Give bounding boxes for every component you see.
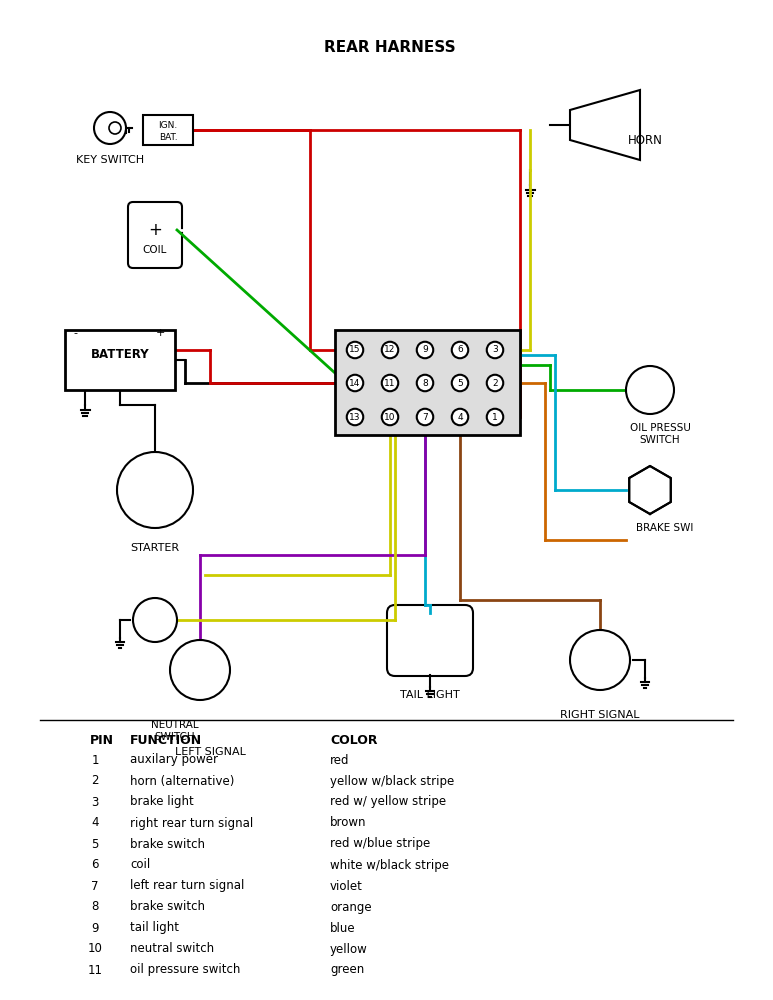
Text: red w/ yellow stripe: red w/ yellow stripe bbox=[330, 796, 446, 808]
Text: left rear turn signal: left rear turn signal bbox=[130, 880, 244, 892]
Text: auxilary power: auxilary power bbox=[130, 754, 218, 766]
Text: horn (alternative): horn (alternative) bbox=[130, 774, 234, 788]
Circle shape bbox=[109, 122, 121, 134]
Text: IGN.: IGN. bbox=[158, 120, 178, 129]
Text: COIL: COIL bbox=[143, 245, 167, 255]
Text: KEY SWITCH: KEY SWITCH bbox=[76, 155, 144, 165]
Text: red w/blue stripe: red w/blue stripe bbox=[330, 838, 431, 850]
Text: violet: violet bbox=[330, 880, 363, 892]
Text: red: red bbox=[330, 754, 349, 766]
Text: 8: 8 bbox=[422, 378, 428, 387]
Text: 6: 6 bbox=[457, 346, 463, 355]
Circle shape bbox=[382, 409, 398, 425]
Circle shape bbox=[417, 409, 433, 425]
Circle shape bbox=[347, 342, 363, 358]
Circle shape bbox=[570, 630, 630, 690]
Circle shape bbox=[347, 409, 363, 425]
Text: 13: 13 bbox=[349, 412, 361, 422]
Circle shape bbox=[451, 375, 468, 391]
Circle shape bbox=[133, 598, 177, 642]
Circle shape bbox=[347, 375, 363, 391]
Text: 8: 8 bbox=[91, 900, 99, 914]
Text: COLOR: COLOR bbox=[330, 734, 377, 746]
Text: 5: 5 bbox=[457, 378, 463, 387]
Circle shape bbox=[382, 375, 398, 391]
Circle shape bbox=[417, 342, 433, 358]
Polygon shape bbox=[570, 90, 640, 160]
Text: LEFT SIGNAL: LEFT SIGNAL bbox=[175, 747, 246, 757]
Circle shape bbox=[487, 409, 503, 425]
Circle shape bbox=[382, 342, 398, 358]
Text: blue: blue bbox=[330, 922, 356, 934]
Text: 7: 7 bbox=[422, 412, 428, 422]
Text: coil: coil bbox=[130, 858, 150, 871]
Text: 2: 2 bbox=[91, 774, 99, 788]
Text: tail light: tail light bbox=[130, 922, 179, 934]
Text: yellow: yellow bbox=[330, 942, 368, 956]
Circle shape bbox=[451, 342, 468, 358]
Bar bbox=[65, 330, 175, 390]
Text: SWITCH: SWITCH bbox=[155, 732, 196, 742]
Text: 1: 1 bbox=[492, 412, 498, 422]
Text: BRAKE SWI: BRAKE SWI bbox=[636, 523, 693, 533]
Text: 10: 10 bbox=[384, 412, 396, 422]
Text: REAR HARNESS: REAR HARNESS bbox=[324, 40, 456, 55]
Bar bbox=[143, 115, 193, 145]
Text: HORN: HORN bbox=[628, 133, 662, 146]
Bar bbox=[335, 330, 520, 435]
Text: 6: 6 bbox=[91, 858, 99, 871]
Text: brown: brown bbox=[330, 816, 366, 830]
Text: PIN: PIN bbox=[90, 734, 114, 746]
Text: oil pressure switch: oil pressure switch bbox=[130, 964, 240, 976]
Text: STARTER: STARTER bbox=[131, 543, 179, 553]
FancyBboxPatch shape bbox=[387, 605, 473, 676]
Text: TAIL LIGHT: TAIL LIGHT bbox=[400, 690, 460, 700]
Text: 4: 4 bbox=[91, 816, 99, 830]
Text: 1: 1 bbox=[91, 754, 99, 766]
Text: 11: 11 bbox=[87, 964, 103, 976]
Text: 15: 15 bbox=[349, 346, 361, 355]
Text: BAT.: BAT. bbox=[158, 132, 177, 141]
Text: brake switch: brake switch bbox=[130, 900, 205, 914]
Text: SWITCH: SWITCH bbox=[640, 435, 680, 445]
Text: 9: 9 bbox=[91, 922, 99, 934]
Text: 9: 9 bbox=[422, 346, 428, 355]
Text: brake light: brake light bbox=[130, 796, 194, 808]
Text: 7: 7 bbox=[91, 880, 99, 892]
Circle shape bbox=[451, 409, 468, 425]
Text: right rear turn signal: right rear turn signal bbox=[130, 816, 254, 830]
Text: 3: 3 bbox=[91, 796, 99, 808]
Text: 12: 12 bbox=[384, 346, 396, 355]
Text: green: green bbox=[330, 964, 364, 976]
Circle shape bbox=[626, 366, 674, 414]
Text: FUNCTION: FUNCTION bbox=[130, 734, 202, 746]
Text: OIL PRESSU: OIL PRESSU bbox=[629, 423, 690, 433]
Text: 14: 14 bbox=[349, 378, 361, 387]
Text: brake switch: brake switch bbox=[130, 838, 205, 850]
Circle shape bbox=[417, 375, 433, 391]
Text: 4: 4 bbox=[457, 412, 463, 422]
Text: 5: 5 bbox=[91, 838, 99, 850]
Text: 3: 3 bbox=[492, 346, 498, 355]
Text: 2: 2 bbox=[492, 378, 498, 387]
FancyBboxPatch shape bbox=[128, 202, 182, 268]
Circle shape bbox=[170, 640, 230, 700]
Text: white w/black stripe: white w/black stripe bbox=[330, 858, 449, 871]
Text: NEUTRAL: NEUTRAL bbox=[152, 720, 199, 730]
Text: yellow w/black stripe: yellow w/black stripe bbox=[330, 774, 455, 788]
Circle shape bbox=[94, 112, 126, 144]
Text: +: + bbox=[155, 328, 165, 338]
Text: RIGHT SIGNAL: RIGHT SIGNAL bbox=[560, 710, 640, 720]
Text: BATTERY: BATTERY bbox=[90, 349, 149, 361]
Text: +: + bbox=[148, 221, 162, 239]
Polygon shape bbox=[629, 466, 671, 514]
Circle shape bbox=[487, 342, 503, 358]
Text: orange: orange bbox=[330, 900, 372, 914]
Circle shape bbox=[117, 452, 193, 528]
Text: neutral switch: neutral switch bbox=[130, 942, 214, 956]
Text: 11: 11 bbox=[384, 378, 396, 387]
Circle shape bbox=[487, 375, 503, 391]
Text: 10: 10 bbox=[87, 942, 103, 956]
Text: -: - bbox=[73, 328, 77, 338]
